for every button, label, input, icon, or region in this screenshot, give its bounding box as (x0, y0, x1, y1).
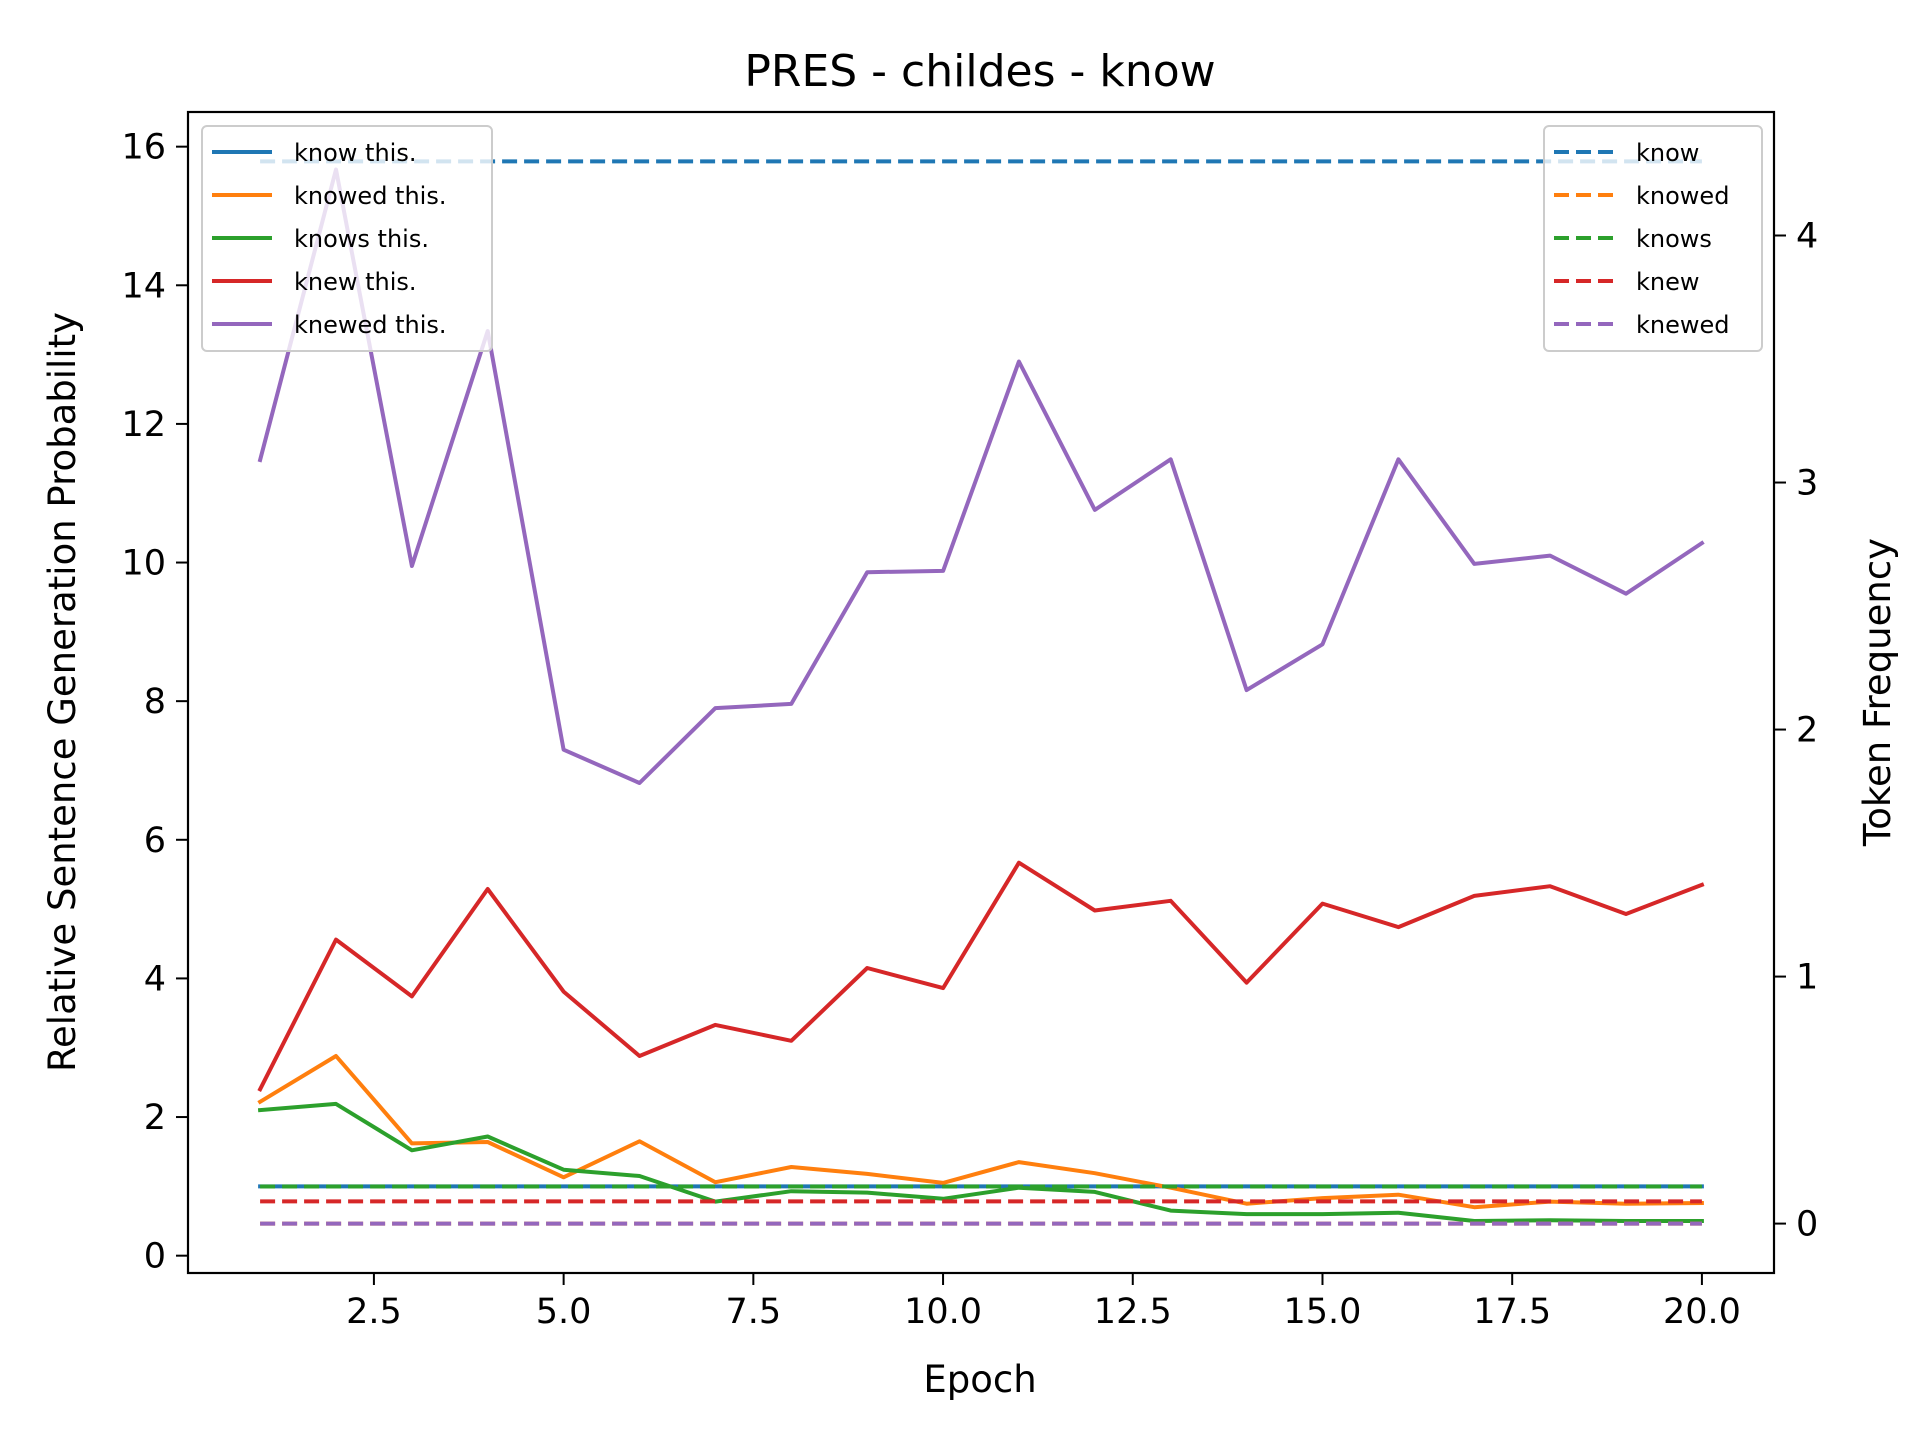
y2-tick-label: 4 (1796, 217, 1818, 257)
y-tick-label: 12 (121, 405, 166, 445)
series-line-knew-this (257, 860, 1705, 1092)
series-line-knewed-this (257, 167, 1705, 785)
legend-frame (201, 125, 493, 352)
x-axis-label: Epoch (923, 1358, 1036, 1401)
legend-label: know this. (294, 139, 416, 167)
y-tick-label: 10 (121, 544, 166, 584)
legend-label: knewed this. (294, 311, 447, 339)
x-tick-label: 20.0 (1663, 1292, 1741, 1332)
chart-title: PRES - childes - know (744, 46, 1215, 97)
x-tick-label: 2.5 (346, 1292, 402, 1332)
legend-tokens: know knowed knows knew knewed (1543, 125, 1763, 352)
y2-axis-label: Token Frequency (1856, 538, 1899, 847)
y-tick-label: 0 (144, 1237, 166, 1277)
x-tick-label: 7.5 (726, 1292, 782, 1332)
y-tick-label: 4 (144, 959, 166, 999)
plot-area (257, 159, 1705, 1226)
x-tick-label: 5.0 (536, 1292, 592, 1332)
plot-frame (186, 110, 1776, 1275)
x-axis: 2.5 5.0 7.5 10.0 12.5 15.0 17.5 20.0 (346, 1273, 1741, 1332)
y2-tick-label: 0 (1796, 1205, 1818, 1245)
legend-label: knows this. (294, 225, 429, 253)
series-line-knowed-this (257, 1054, 1704, 1210)
y-tick-label: 16 (121, 128, 166, 168)
legend-label: know (1636, 139, 1699, 167)
x-tick-label: 17.5 (1473, 1292, 1551, 1332)
legend-label: knows (1636, 225, 1712, 253)
y-axis-left: 0 2 4 6 8 10 12 14 16 (121, 128, 188, 1277)
legend-label: knew (1636, 268, 1700, 296)
x-tick-label: 10.0 (904, 1292, 982, 1332)
series-line-knows-this (257, 1101, 1704, 1223)
legend-label: knowed this. (294, 182, 446, 210)
legend-sentences: know this. knowed this. knows this. knew th… (201, 125, 493, 352)
legend-label: knewed (1636, 311, 1730, 339)
y2-tick-label: 1 (1796, 958, 1818, 998)
x-tick-label: 15.0 (1284, 1292, 1362, 1332)
y2-tick-label: 2 (1796, 711, 1818, 751)
y-axis-right: 0 1 2 3 4 (1774, 217, 1818, 1245)
y-tick-label: 8 (144, 682, 166, 722)
legend-label: knowed (1636, 182, 1729, 210)
y-tick-label: 2 (144, 1098, 166, 1138)
y-tick-label: 6 (144, 821, 166, 861)
y-tick-label: 14 (121, 266, 166, 306)
y-axis-label: Relative Sentence Generation Probability (41, 312, 84, 1072)
legend-frame (1543, 125, 1763, 352)
series-layer (257, 159, 1705, 1226)
x-tick-label: 12.5 (1094, 1292, 1172, 1332)
legend-label: knew this. (294, 268, 417, 296)
y2-tick-label: 3 (1796, 464, 1818, 504)
